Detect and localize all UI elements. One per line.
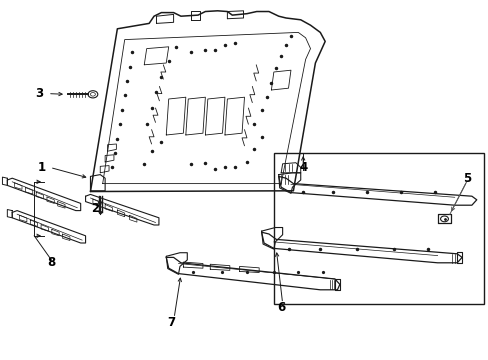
Bar <box>273 153 483 304</box>
Text: 4: 4 <box>299 161 306 174</box>
Text: 5: 5 <box>462 172 470 185</box>
Text: 2: 2 <box>91 202 99 215</box>
Text: 1: 1 <box>38 161 45 174</box>
Text: 6: 6 <box>277 301 285 314</box>
Text: 8: 8 <box>47 256 55 269</box>
Text: 3: 3 <box>35 87 43 100</box>
Text: 7: 7 <box>167 316 175 329</box>
